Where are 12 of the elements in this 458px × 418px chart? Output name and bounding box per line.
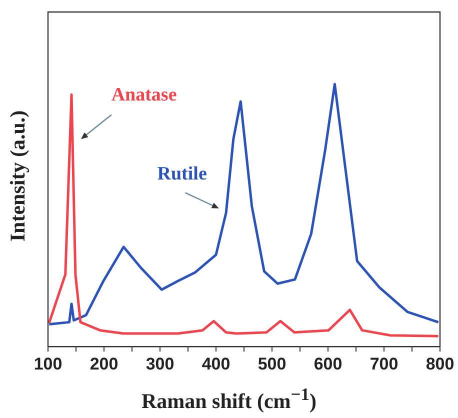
x-tick-label: 100 <box>34 354 62 374</box>
text: Anatase <box>111 84 177 106</box>
series-label: Rutile <box>157 164 207 185</box>
x-tick-label: 200 <box>90 354 118 374</box>
x-tick-label: 500 <box>258 354 286 374</box>
x-tick-label: 400 <box>202 354 230 374</box>
x-tick-label: 700 <box>370 354 398 374</box>
x-axis-title: Raman shift (cm$^{−1}$) <box>140 384 318 414</box>
x-tick-label: 600 <box>314 354 342 374</box>
x-tick-label: 300 <box>146 354 174 374</box>
y-axis-title: Intensity (a.u.) <box>6 110 30 242</box>
x-tick-label: 800 <box>426 354 454 374</box>
